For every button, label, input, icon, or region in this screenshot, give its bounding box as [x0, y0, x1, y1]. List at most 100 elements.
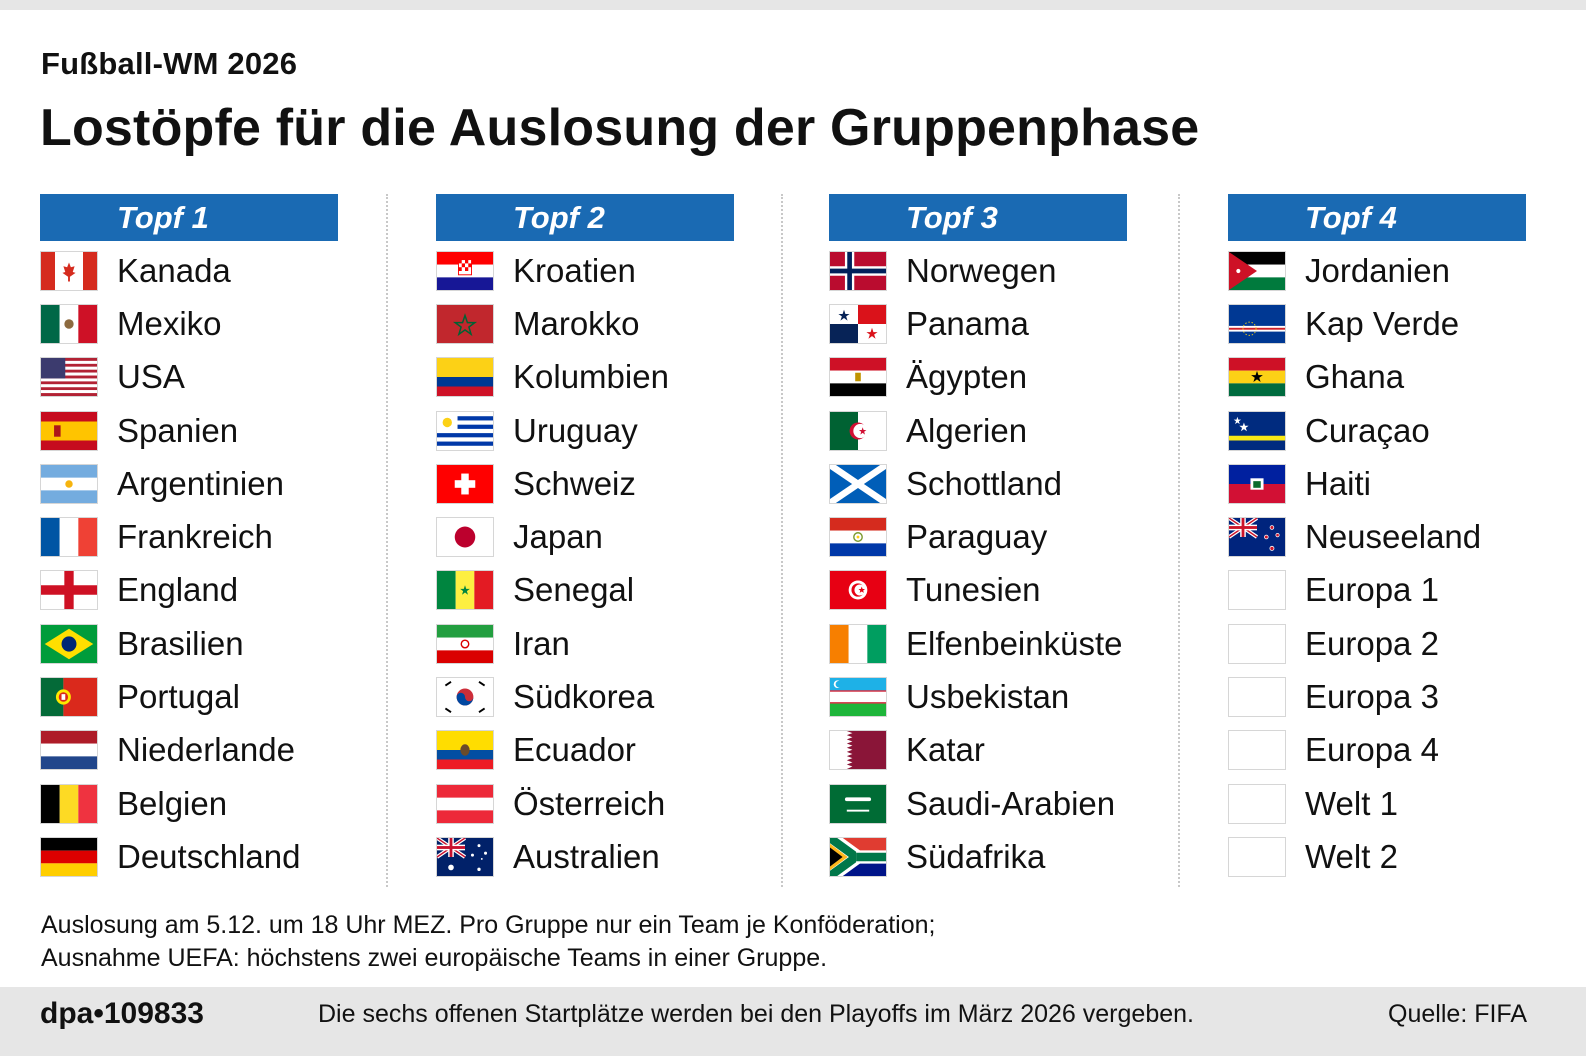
flag-south-korea-icon: [436, 677, 494, 718]
flag-france-icon: [40, 517, 98, 558]
team-name: Niederlande: [117, 731, 295, 769]
team-name: Spanien: [117, 411, 239, 449]
flag-iran-icon: [436, 623, 494, 664]
flag-portugal-icon: [40, 677, 98, 718]
flag-qatar-icon: [829, 730, 887, 771]
team-row: Haiti: [1228, 457, 1526, 510]
flag-australia-icon: [436, 836, 494, 877]
team-name: Ghana: [1305, 358, 1405, 396]
flag-new-zealand-icon: [1228, 517, 1286, 558]
team-row: Frankreich: [40, 510, 338, 563]
team-row: Welt 1: [1228, 777, 1526, 830]
team-row: Europa 1: [1228, 564, 1526, 617]
flag-usa-icon: [40, 357, 98, 398]
flag-placeholder-icon: [1228, 836, 1286, 877]
team-name: Brasilien: [117, 624, 244, 662]
pot-4: Topf 4 Jordanien Kap Verde Ghana Curaçao Hai…: [1228, 194, 1526, 884]
team-name: Kanada: [117, 251, 231, 289]
team-name: Panama: [906, 304, 1029, 342]
footnote-line: Ausnahme UEFA: höchstens zwei europäisch…: [41, 944, 828, 972]
team-row: Uruguay: [436, 404, 734, 457]
team-row: Neuseeland: [1228, 510, 1526, 563]
team-row: Katar: [829, 724, 1127, 777]
team-name: Österreich: [513, 784, 666, 822]
team-row: Kolumbien: [436, 351, 734, 404]
team-row: Mexiko: [40, 297, 338, 350]
team-row: Niederlande: [40, 724, 338, 777]
top-bar: [0, 0, 1586, 10]
flag-england-icon: [40, 570, 98, 611]
team-row: Norwegen: [829, 244, 1127, 297]
team-name: Uruguay: [513, 411, 638, 449]
flag-uruguay-icon: [436, 410, 494, 451]
footnote-line: Auslosung am 5.12. um 18 Uhr MEZ. Pro Gr…: [41, 911, 936, 939]
team-row: Welt 2: [1228, 830, 1526, 883]
team-row: Algerien: [829, 404, 1127, 457]
flag-spain-icon: [40, 410, 98, 451]
pot-header: Topf 2: [436, 194, 734, 241]
team-name: Südkorea: [513, 678, 655, 716]
team-row: Südafrika: [829, 830, 1127, 883]
team-name: Senegal: [513, 571, 635, 609]
flag-cape-verde-icon: [1228, 303, 1286, 344]
team-name: Australien: [513, 837, 660, 875]
flag-egypt-icon: [829, 357, 887, 398]
flag-canada-icon: [40, 250, 98, 291]
team-row: Tunesien: [829, 564, 1127, 617]
flag-colombia-icon: [436, 357, 494, 398]
team-name: Schweiz: [513, 464, 636, 502]
team-name: Kroatien: [513, 251, 636, 289]
flag-ecuador-icon: [436, 730, 494, 771]
flag-senegal-icon: [436, 570, 494, 611]
column-divider: [386, 194, 388, 887]
team-row: Kroatien: [436, 244, 734, 297]
flag-ghana-icon: [1228, 357, 1286, 398]
flag-south-africa-icon: [829, 836, 887, 877]
flag-algeria-icon: [829, 410, 887, 451]
team-name: Südafrika: [906, 837, 1046, 875]
pot-2: Topf 2 Kroatien Marokko Kolumbien Uruguay Sc…: [436, 194, 734, 884]
team-name: Marokko: [513, 304, 640, 342]
flag-ivory-coast-icon: [829, 623, 887, 664]
team-name: Jordanien: [1305, 251, 1450, 289]
team-name: Saudi-Arabien: [906, 784, 1116, 822]
flag-placeholder-icon: [1228, 677, 1286, 718]
flag-argentina-icon: [40, 463, 98, 504]
flag-paraguay-icon: [829, 517, 887, 558]
team-name: Schottland: [906, 464, 1062, 502]
team-row: USA: [40, 351, 338, 404]
footnote: Auslosung am 5.12. um 18 Uhr MEZ. Pro Gr…: [41, 909, 935, 975]
team-name: Welt 2: [1305, 837, 1398, 875]
team-row: Jordanien: [1228, 244, 1526, 297]
team-name: Ecuador: [513, 731, 636, 769]
team-name: England: [117, 571, 239, 609]
team-row: Kanada: [40, 244, 338, 297]
flag-belgium-icon: [40, 783, 98, 824]
team-name: Iran: [513, 624, 570, 662]
pot-1: Topf 1 Kanada Mexiko USA Spanien Argentinien…: [40, 194, 338, 884]
team-name: Europa 1: [1305, 571, 1439, 609]
team-name: Mexiko: [117, 304, 222, 342]
flag-morocco-icon: [436, 303, 494, 344]
flag-placeholder-icon: [1228, 623, 1286, 664]
team-row: Curaçao: [1228, 404, 1526, 457]
team-name: Europa 3: [1305, 678, 1439, 716]
team-name: Neuseeland: [1305, 518, 1482, 556]
footer: dpa•109833 Die sechs offenen Startplätze…: [0, 987, 1586, 1056]
flag-netherlands-icon: [40, 730, 98, 771]
team-name: USA: [117, 358, 185, 396]
team-name: Ägypten: [906, 358, 1028, 396]
team-row: Schottland: [829, 457, 1127, 510]
team-name: Argentinien: [117, 464, 284, 502]
team-name: Paraguay: [906, 518, 1048, 556]
team-row: Iran: [436, 617, 734, 670]
flag-germany-icon: [40, 836, 98, 877]
team-row: Österreich: [436, 777, 734, 830]
flag-mexico-icon: [40, 303, 98, 344]
team-row: Schweiz: [436, 457, 734, 510]
page-title: Lostöpfe für die Auslosung der Gruppenph…: [40, 99, 1200, 157]
team-row: Spanien: [40, 404, 338, 457]
team-name: Japan: [513, 518, 603, 556]
team-name: Welt 1: [1305, 784, 1398, 822]
column-divider: [1178, 194, 1180, 887]
